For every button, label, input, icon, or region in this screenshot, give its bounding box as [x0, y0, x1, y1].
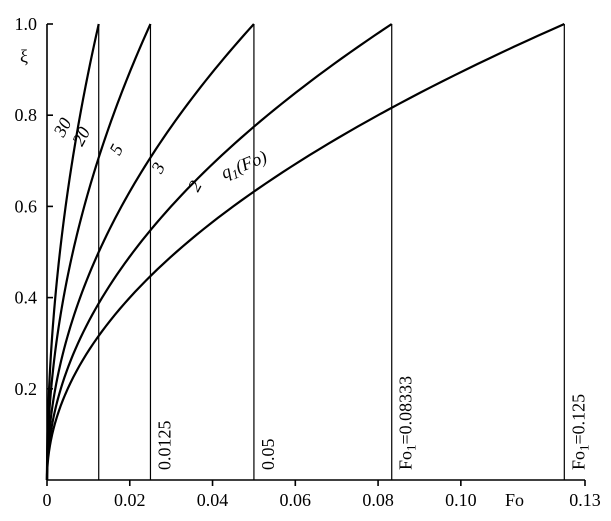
x-tick-label: 0	[43, 490, 52, 510]
curve-line	[45, 22, 565, 481]
vertical-line-label: 0.0125	[154, 421, 174, 471]
vertical-line-label: Fo1=0.125	[568, 394, 591, 470]
x-tick-label: 0.10	[445, 490, 477, 510]
vertical-lines: 0.0125 0.05 Fo1=0.08333 Fo1=0.125	[98, 24, 591, 480]
y-tick-label: 0.2	[15, 379, 38, 399]
x-tick-label: 0.02	[114, 490, 146, 510]
x-tick-label: 0.13	[569, 490, 601, 510]
y-tick-label: 0.6	[15, 196, 38, 216]
curve-line	[45, 23, 152, 481]
x-tick-label: 0.06	[280, 490, 312, 510]
x-axis-label: Fo	[505, 490, 524, 510]
curves	[45, 22, 565, 481]
vertical-line-label: 0.05	[258, 439, 278, 471]
x-tick-label: 0.04	[197, 490, 229, 510]
curve-line	[45, 23, 255, 481]
x-ticks: 0 0.02 0.04 0.06 0.08 0.10 0.13	[43, 480, 601, 510]
y-tick-label: 1.0	[15, 14, 38, 34]
y-tick-label: 0.4	[15, 288, 38, 308]
curve-line	[45, 23, 100, 481]
y-tick-label: 0.8	[15, 105, 38, 125]
y-ticks: 0.2 0.4 0.6 0.8 1.0	[15, 14, 53, 399]
x-tick-label: 0.08	[362, 490, 394, 510]
y-axis-label: ξ	[20, 46, 28, 66]
curve-label: 5	[105, 141, 127, 158]
curve-line	[45, 23, 393, 481]
vertical-line-label: Fo1=0.08333	[396, 376, 419, 470]
